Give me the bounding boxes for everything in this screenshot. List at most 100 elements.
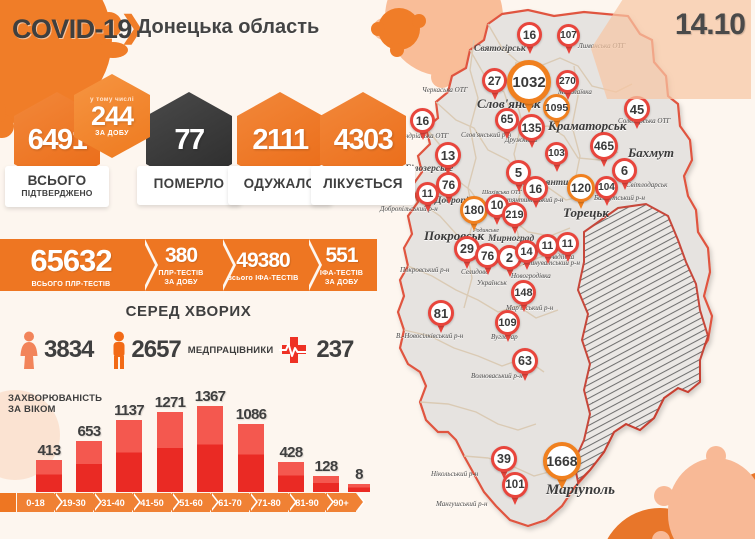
stat-label-main: ОДУЖАЛО	[243, 176, 317, 191]
map-pin[interactable]: 219	[502, 202, 527, 234]
map-label: Волноваський р-н	[471, 372, 523, 380]
chart-bar: 1086	[236, 406, 267, 492]
map-pin[interactable]: 39	[491, 446, 517, 479]
map-label: В.-Новосілківський р-н	[396, 332, 464, 340]
map-label: Дружківка	[505, 136, 538, 144]
stat-card-active: 4303 ЛІКУЄТЬСЯ	[311, 92, 415, 205]
chart-bar-rect	[36, 460, 62, 492]
map-pin[interactable]: 1032	[507, 60, 551, 113]
date-badge: 14.10	[591, 0, 751, 99]
map-pin[interactable]: 1095	[543, 94, 570, 128]
map-pin[interactable]: 65	[495, 108, 519, 139]
map-pin-value: 120	[567, 174, 595, 202]
map-pin[interactable]: 104	[595, 176, 618, 206]
map-label: Нікольський р-н	[431, 470, 479, 478]
chart-bar-rect	[76, 441, 102, 492]
ribbon-item-pcr-total: 65632 ВСЬОГО ПЛР-ТЕСТІВ	[0, 239, 158, 291]
chart-bar-rect	[313, 476, 339, 492]
map-pin[interactable]: 13	[435, 142, 461, 175]
medics-label: МЕДПРАЦІВНИКИ	[187, 344, 274, 356]
map-pin-value: 180	[460, 196, 488, 224]
chart-bar-rect	[278, 462, 304, 492]
map-label: Авдіївка	[550, 253, 575, 261]
chart-bar: 1137	[114, 402, 145, 492]
stat-value: 77	[174, 123, 205, 156]
map-pin[interactable]: 148	[511, 280, 536, 312]
chart-tick: 71-80	[250, 493, 297, 512]
map-pin[interactable]: 135	[518, 114, 545, 148]
chart-tick: 0-18	[17, 493, 63, 512]
map-pin[interactable]: 1668	[543, 442, 581, 489]
map-label: Покровський р-н	[400, 266, 450, 274]
map-pin[interactable]: 6	[612, 158, 637, 190]
age-distribution-chart: 413 653 1137 1271 1367 1086 428 128	[0, 386, 377, 516]
map-pin-value: 107	[557, 24, 580, 47]
map-label: Селидове	[461, 268, 489, 276]
map-label: Торецьк	[563, 205, 610, 220]
region-name: Донецька область	[137, 16, 320, 38]
map-pin[interactable]: 103	[545, 142, 568, 172]
map-pin[interactable]: 11	[556, 232, 579, 262]
map-label: Білозерське	[405, 164, 454, 174]
female-count: 3834	[44, 336, 94, 363]
map-label: Шахівська ОТГ	[482, 190, 522, 196]
chart-tick: 41-50	[133, 493, 180, 512]
map-pin[interactable]: 180	[460, 196, 488, 231]
daily-caption-top: у тому числі	[90, 95, 134, 103]
map-pin-value: 135	[518, 114, 545, 141]
virus-spike-icon	[92, 38, 132, 64]
male-figure-icon	[113, 331, 125, 369]
map-pin-value: 81	[428, 300, 454, 326]
chart-bar-value: 1137	[114, 402, 144, 419]
stat-label-main: ЛІКУЄТЬСЯ	[323, 176, 403, 191]
map-label: Бахмут	[628, 145, 675, 160]
map-pin[interactable]: 270	[556, 70, 579, 100]
map-pin[interactable]: 45	[624, 96, 650, 129]
map-label: Добропілля	[435, 196, 484, 206]
map-pin[interactable]: 81	[428, 300, 454, 333]
map-shape	[396, 8, 714, 528]
date-value: 14.10	[674, 8, 746, 41]
map-pin-value: 104	[595, 176, 618, 199]
map-pin-value: 45	[624, 96, 650, 122]
map-pin[interactable]: 76	[475, 243, 500, 275]
map-pin[interactable]: 11	[416, 182, 439, 212]
map-pin[interactable]: 14	[515, 240, 538, 270]
ribbon-label: всього ІФА-ТЕСТІВ	[227, 272, 299, 282]
map-pin-value: 1668	[543, 442, 581, 480]
map-pin[interactable]: 101	[502, 472, 528, 505]
chart-bar: 128	[313, 458, 339, 492]
ribbon-label: ІФА-ТЕСТІВ ЗА ДОБУ	[319, 268, 364, 286]
chart-tick: 81-90	[289, 493, 334, 512]
ribbon-label: ПЛР-ТЕСТІВ ЗА ДОБУ	[158, 268, 204, 286]
map-pin[interactable]: 16	[517, 22, 542, 54]
daily-value: 244	[90, 100, 134, 131]
stat-value: 4303	[333, 123, 394, 156]
map-pin[interactable]: 27	[482, 68, 507, 100]
chart-bar: 428	[278, 444, 304, 492]
ribbon-value: 380	[164, 244, 198, 267]
axis-start-stub	[0, 493, 16, 512]
map-label: Олександріаська ОТГ	[384, 132, 449, 140]
map-pin[interactable]: 16	[410, 108, 435, 140]
map-pin-value: 14	[515, 240, 538, 263]
map-pin[interactable]: 120	[567, 174, 595, 209]
header: COVID-19 ❯ Донецька область	[0, 0, 400, 56]
ribbon-value: 551	[325, 244, 358, 267]
chart-bar-value: 428	[279, 444, 304, 461]
chart-tick: 51-60	[172, 493, 219, 512]
map-pin[interactable]: 109	[495, 310, 520, 342]
map-pin[interactable]: 63	[512, 348, 538, 381]
map-pin[interactable]: 465	[590, 132, 618, 167]
map-pin[interactable]: 107	[557, 24, 580, 54]
map-pin-value: 465	[590, 132, 618, 160]
map-pin-value: 109	[495, 310, 520, 335]
male-count: 2657	[131, 336, 181, 363]
map-pin[interactable]: 16	[523, 176, 548, 208]
chart-bar-value: 1271	[154, 394, 186, 411]
chart-bar-value: 1367	[194, 388, 226, 405]
map-pin-value: 16	[410, 108, 435, 133]
chart-bar-value: 413	[37, 442, 62, 459]
map-pin[interactable]: 76	[436, 172, 461, 204]
map-pin-value: 6	[612, 158, 637, 183]
